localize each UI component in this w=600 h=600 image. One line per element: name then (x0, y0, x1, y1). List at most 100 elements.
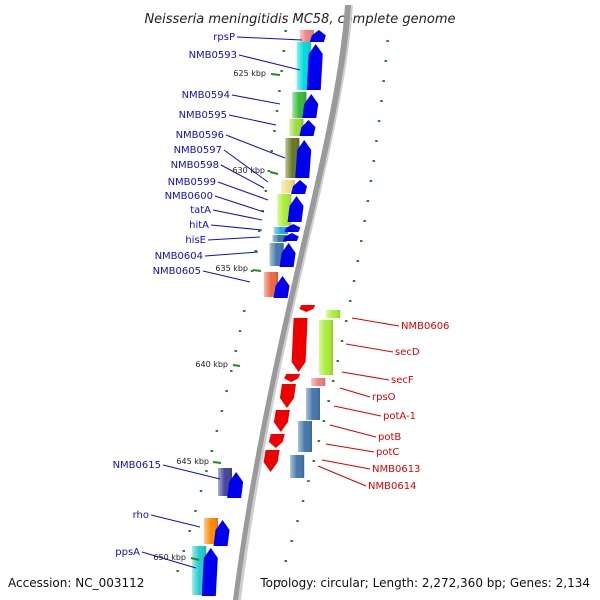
reverse-label-leader (345, 343, 394, 353)
gene-label-rpsO[interactable]: rpsO (372, 392, 396, 403)
tick-mark-right (345, 320, 348, 322)
gene-strip-shade (296, 42, 311, 90)
tick-mark-left (280, 70, 283, 72)
tick-mark-right (360, 240, 363, 242)
reverse-gene-arrow (273, 410, 290, 432)
tick-mark-left (205, 470, 208, 472)
tick-mark-right (327, 400, 330, 402)
gene-label-secF[interactable]: secF (391, 375, 414, 386)
tick-mark-right (290, 540, 293, 542)
gene-label-NMB0595[interactable]: NMB0595 (179, 110, 227, 121)
gene-label-NMB0604[interactable]: NMB0604 (155, 251, 203, 262)
forward-gene-arrow (306, 44, 323, 90)
gene-strip-shade (289, 119, 304, 136)
gene-label-NMB0606[interactable]: NMB0606 (401, 321, 449, 332)
tick-mark-left (243, 310, 246, 312)
forward-label-leader (217, 181, 269, 201)
forward-gene-arrow (299, 120, 316, 136)
gene-strip-shade (264, 272, 279, 297)
kbp-markers: 625 kbp 630 kbp 635 kbp 640 kbp 645 kbp … (153, 69, 281, 562)
tick-mark-left (264, 190, 268, 192)
tick-mark-left (182, 550, 185, 552)
gene-strip-shade (292, 92, 307, 118)
tick-mark-left (258, 230, 261, 232)
gene-strip-shade (299, 30, 314, 42)
reverse-label-leader (321, 459, 371, 470)
tick-mark-right (301, 500, 305, 502)
forward-label-leader (207, 236, 261, 241)
tick-mark-right (363, 220, 366, 222)
gene-label-NMB0599[interactable]: NMB0599 (168, 177, 216, 188)
footer: Accession: NC_003112 Topology: circular;… (8, 576, 590, 590)
gene-label-rpsP[interactable]: rpsP (213, 32, 235, 43)
kbp-marker-640: 640 kbp (195, 360, 228, 369)
forward-gene-arrow (302, 94, 319, 118)
gene-label-ppsA[interactable]: ppsA (115, 547, 140, 558)
gene-strip-shade (306, 388, 320, 420)
gene-strip-shade (281, 180, 296, 193)
genome-backbone (233, 5, 353, 600)
tick-mark-right (336, 360, 339, 362)
tick-mark-right (332, 380, 335, 382)
gene-label-potB[interactable]: potB (378, 432, 401, 443)
gene-label-NMB0596[interactable]: NMB0596 (176, 130, 224, 141)
reverse-gene-labels: NMB0606 secD secF rpsO potA-1 potB potC … (368, 321, 449, 492)
gene-label-tatA[interactable]: tatA (190, 205, 211, 216)
gene-label-potC[interactable]: potC (376, 447, 399, 458)
forward-label-leader (210, 224, 263, 231)
gene-label-hisE[interactable]: hisE (185, 235, 206, 246)
genome-summary-text: Topology: circular; Length: 2,272,360 bp… (259, 576, 590, 590)
gene-label-hitA[interactable]: hitA (189, 220, 209, 231)
gene-strip-shade (319, 320, 333, 375)
gene-label-NMB0594[interactable]: NMB0594 (182, 90, 230, 101)
forward-label-leader (150, 514, 201, 528)
reverse-label-leader (351, 317, 400, 327)
tick-mark-left (270, 150, 273, 152)
forward-gene-arrow (201, 548, 218, 596)
tick-mark-right (372, 160, 375, 162)
tick-mark-right (322, 420, 326, 422)
forward-gene-arrow (273, 276, 290, 298)
reverse-gene-arrow (268, 434, 285, 448)
forward-label-leader (214, 195, 265, 213)
forward-label-leader (223, 149, 269, 183)
gene-arrows (201, 30, 326, 596)
forward-gene-arrow (291, 180, 308, 194)
tick-mark-right (312, 460, 315, 462)
gene-label-NMB0593[interactable]: NMB0593 (189, 50, 237, 61)
gene-strip-shade (290, 455, 305, 478)
tick-mark-left (282, 50, 285, 52)
gene-label-secD[interactable]: secD (395, 347, 420, 358)
forward-gene-arrow (309, 30, 326, 42)
tick-mark-left (215, 430, 219, 432)
kbp-marker-625: 625 kbp (233, 69, 266, 78)
tick-mark-right (386, 40, 389, 42)
tick-mark-left (220, 410, 224, 412)
gene-label-NMB0614[interactable]: NMB0614 (368, 481, 416, 492)
gene-label-NMB0597[interactable]: NMB0597 (174, 145, 222, 156)
gene-label-NMB0613[interactable]: NMB0613 (372, 464, 420, 475)
gene-label-rho[interactable]: rho (133, 510, 149, 521)
forward-gene-arrow (227, 472, 244, 498)
tick-mark-left (194, 510, 197, 512)
tick-mark-left (238, 330, 242, 332)
forward-label-leader (238, 54, 301, 71)
reverse-label-leader (329, 424, 377, 438)
gene-label-NMB0600[interactable]: NMB0600 (165, 191, 213, 202)
tick-mark-left (234, 350, 237, 352)
gene-label-NMB0598[interactable]: NMB0598 (171, 160, 219, 171)
tick-mark-right (352, 280, 356, 282)
reverse-label-leader (333, 405, 382, 417)
tick-mark-right (340, 340, 344, 342)
forward-label-leader (225, 134, 286, 159)
tick-mark-left (210, 450, 213, 452)
tick-mark-right (369, 180, 373, 182)
gene-label-NMB0615[interactable]: NMB0615 (113, 460, 161, 471)
title-group: Neisseria meningitidis MC58, complete ge… (144, 12, 455, 27)
reverse-label-leader (339, 387, 371, 398)
tick-mark-right (380, 100, 383, 102)
gene-label-potA-1[interactable]: potA-1 (383, 411, 416, 422)
tick-mark-left (275, 110, 279, 112)
forward-label-leader (204, 251, 259, 257)
gene-label-NMB0605[interactable]: NMB0605 (153, 266, 201, 277)
